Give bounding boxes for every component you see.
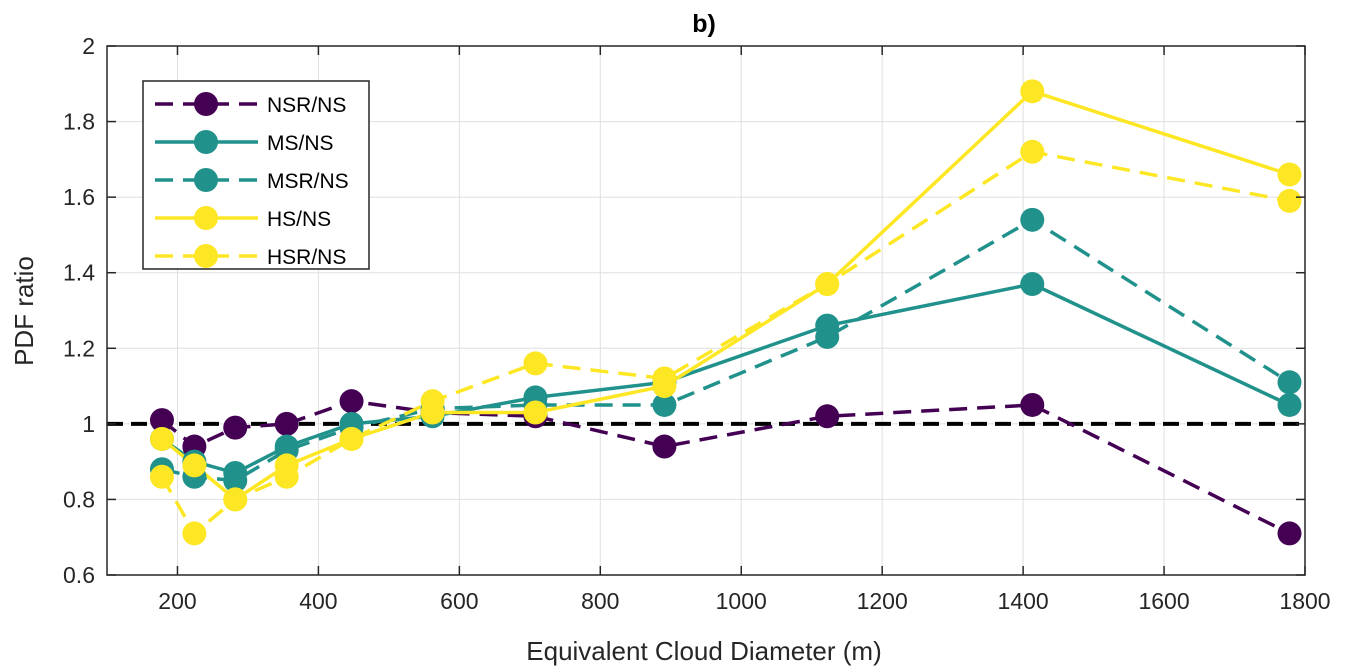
data-point	[523, 400, 548, 425]
ticks-layer: 200 400 600 800 1000 1200 1400 1600 1800 0.6 0.8 1 1…	[63, 33, 1331, 614]
data-point	[1020, 207, 1045, 232]
legend-box	[142, 80, 370, 270]
y-tick-label: 1.2	[63, 335, 95, 361]
data-point	[652, 434, 677, 459]
x-tick-label: 400	[299, 588, 337, 614]
data-point	[339, 426, 364, 451]
data-point	[815, 272, 840, 297]
legend-label: HS/NS	[267, 208, 331, 231]
data-point	[1020, 139, 1045, 164]
y-tick-label: 1	[82, 411, 95, 437]
x-tick-label: 1800	[1279, 588, 1330, 614]
data-point	[1020, 392, 1045, 417]
x-tick-label: 1200	[857, 588, 908, 614]
data-point	[652, 392, 677, 417]
y-tick-label: 1.8	[63, 109, 95, 135]
data-point	[1277, 162, 1302, 187]
chart-title: b)	[692, 10, 716, 38]
series-layer	[149, 79, 1302, 546]
data-point	[223, 468, 248, 493]
data-point	[1277, 188, 1302, 213]
x-tick-label: 800	[581, 588, 619, 614]
data-point	[182, 521, 207, 546]
y-tick-label: 1.4	[63, 260, 95, 286]
data-point	[815, 324, 840, 349]
data-point	[815, 404, 840, 429]
legend-label: MS/NS	[267, 132, 334, 155]
legend-marker	[194, 92, 218, 116]
data-point	[1020, 272, 1045, 297]
data-point	[652, 366, 677, 391]
legend-label: NSR/NS	[267, 94, 346, 117]
x-tick-label: 600	[440, 588, 478, 614]
y-tick-label: 0.6	[63, 562, 95, 588]
data-point	[1277, 370, 1302, 395]
x-axis-label: Equivalent Cloud Diameter (m)	[526, 636, 881, 666]
legend-marker	[194, 130, 218, 154]
x-tick-label: 1600	[1138, 588, 1189, 614]
data-point	[274, 464, 299, 489]
series-markers	[149, 79, 1302, 546]
x-tick-label: 1400	[998, 588, 1049, 614]
legend-label: HSR/NS	[267, 246, 346, 269]
y-tick-label: 2	[82, 33, 95, 59]
legend-label: MSR/NS	[267, 170, 349, 193]
x-tick-label: 200	[158, 588, 196, 614]
data-point	[339, 389, 364, 414]
data-point	[1277, 521, 1302, 546]
data-point	[149, 464, 174, 489]
data-point	[274, 411, 299, 436]
legend: NSR/NS MS/NS MSR/NS HS/NS HSR/NS	[142, 80, 370, 270]
data-point	[223, 487, 248, 512]
legend-marker	[194, 168, 218, 192]
y-tick-label: 1.6	[63, 184, 95, 210]
data-point	[420, 389, 445, 414]
data-point	[182, 453, 207, 478]
y-axis-label: PDF ratio	[9, 256, 39, 366]
data-point	[1277, 392, 1302, 417]
data-point	[1020, 79, 1045, 104]
legend-marker	[194, 206, 218, 230]
data-point	[523, 351, 548, 376]
plot-frame	[106, 45, 1306, 576]
data-point	[223, 415, 248, 440]
y-tick-label: 0.8	[63, 486, 95, 512]
x-tick-label: 1000	[716, 588, 767, 614]
data-point	[149, 426, 174, 451]
legend-marker	[194, 244, 218, 268]
data-point	[149, 408, 174, 433]
